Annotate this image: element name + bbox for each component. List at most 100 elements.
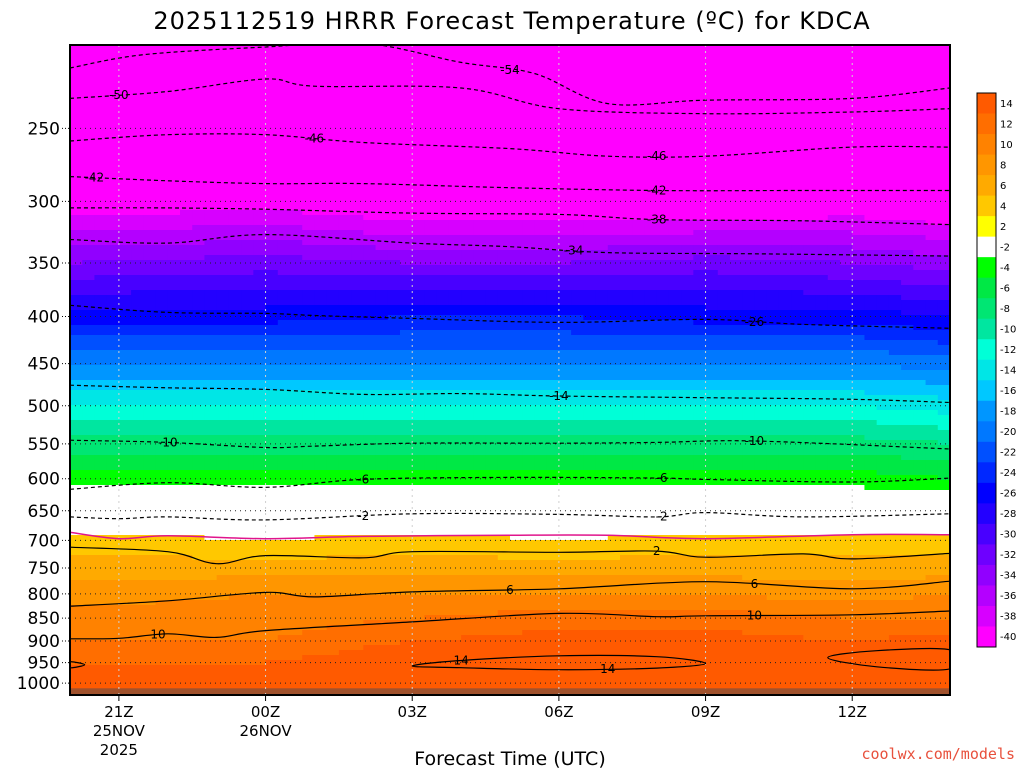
field-cell <box>815 380 829 386</box>
field-cell <box>277 385 291 391</box>
field-cell <box>522 365 536 371</box>
field-cell <box>595 280 609 286</box>
field-cell <box>742 240 756 246</box>
field-cell <box>204 240 218 246</box>
field-cell <box>436 380 450 386</box>
field-cell <box>131 125 144 131</box>
field-cell <box>70 235 83 241</box>
field-cell <box>937 360 950 366</box>
field-cell <box>730 310 743 316</box>
field-cell <box>558 240 572 246</box>
field-cell <box>534 245 548 251</box>
field-cell <box>571 280 584 286</box>
field-cell <box>155 220 169 226</box>
field-cell <box>143 255 157 261</box>
field-cell <box>901 330 914 336</box>
field-cell <box>668 185 682 191</box>
field-cell <box>888 185 902 191</box>
field-cell <box>803 130 817 136</box>
field-cell <box>632 360 646 366</box>
field-cell <box>558 140 572 146</box>
field-cell <box>644 100 658 106</box>
field-cell <box>644 55 658 61</box>
field-cell <box>705 145 719 151</box>
field-cell <box>937 345 950 351</box>
field-cell <box>620 180 633 186</box>
field-cell <box>717 120 731 126</box>
field-cell <box>290 45 303 51</box>
field-cell <box>216 130 230 136</box>
field-cell <box>326 300 340 306</box>
field-cell <box>583 175 597 181</box>
field-cell <box>351 290 364 296</box>
field-cell <box>705 75 719 81</box>
field-cell <box>693 105 707 111</box>
field-cell <box>326 280 340 286</box>
field-cell <box>351 140 364 146</box>
field-cell <box>644 325 658 331</box>
field-cell <box>204 210 218 216</box>
field-cell <box>326 155 340 161</box>
field-cell <box>485 245 499 251</box>
field-cell <box>106 160 120 166</box>
field-cell <box>448 355 462 361</box>
field-cell <box>876 255 890 261</box>
field-cell <box>913 345 927 351</box>
field-cell <box>742 225 756 231</box>
field-cell <box>827 50 841 56</box>
field-cell <box>913 115 927 121</box>
field-cell <box>742 265 756 271</box>
field-cell <box>473 190 487 196</box>
field-cell <box>778 340 792 346</box>
field-cell <box>901 325 914 331</box>
field-cell <box>314 140 328 146</box>
field-cell <box>876 165 890 171</box>
field-cell <box>693 120 707 126</box>
field-cell <box>730 125 743 131</box>
field-cell <box>937 380 950 386</box>
field-cell <box>204 225 218 231</box>
field-cell <box>82 115 96 121</box>
field-cell <box>106 115 120 121</box>
field-cell <box>754 255 768 261</box>
field-cell <box>815 275 829 281</box>
field-cell <box>387 340 401 346</box>
field-cell <box>754 45 768 51</box>
field-cell <box>730 120 743 126</box>
field-cell <box>204 300 218 306</box>
field-cell <box>228 210 242 216</box>
field-cell <box>485 150 499 156</box>
field-cell <box>473 60 487 66</box>
field-cell <box>167 115 181 121</box>
field-cell <box>400 230 413 236</box>
field-cell <box>888 65 902 71</box>
field-cell <box>864 75 878 81</box>
field-cell <box>143 55 157 61</box>
field-cell <box>253 140 267 146</box>
field-cell <box>461 70 474 76</box>
field-cell <box>827 310 841 316</box>
field-cell <box>131 235 144 241</box>
field-cell <box>118 225 132 231</box>
field-cell <box>314 130 328 136</box>
field-cell <box>131 100 144 106</box>
field-cell <box>265 105 279 111</box>
field-cell <box>510 190 523 196</box>
field-cell <box>778 290 792 296</box>
field-cell <box>485 295 499 301</box>
field-cell <box>827 165 841 171</box>
field-cell <box>241 320 254 326</box>
field-cell <box>338 345 352 351</box>
field-cell <box>497 345 511 351</box>
field-cell <box>717 110 731 116</box>
field-cell <box>717 130 731 136</box>
field-cell <box>571 275 584 281</box>
field-cell <box>461 275 474 281</box>
field-cell <box>400 115 413 121</box>
field-cell <box>815 245 829 251</box>
field-cell <box>302 75 316 81</box>
field-cell <box>351 230 364 236</box>
field-cell <box>497 160 511 166</box>
field-cell <box>424 310 438 316</box>
field-cell <box>754 375 768 381</box>
